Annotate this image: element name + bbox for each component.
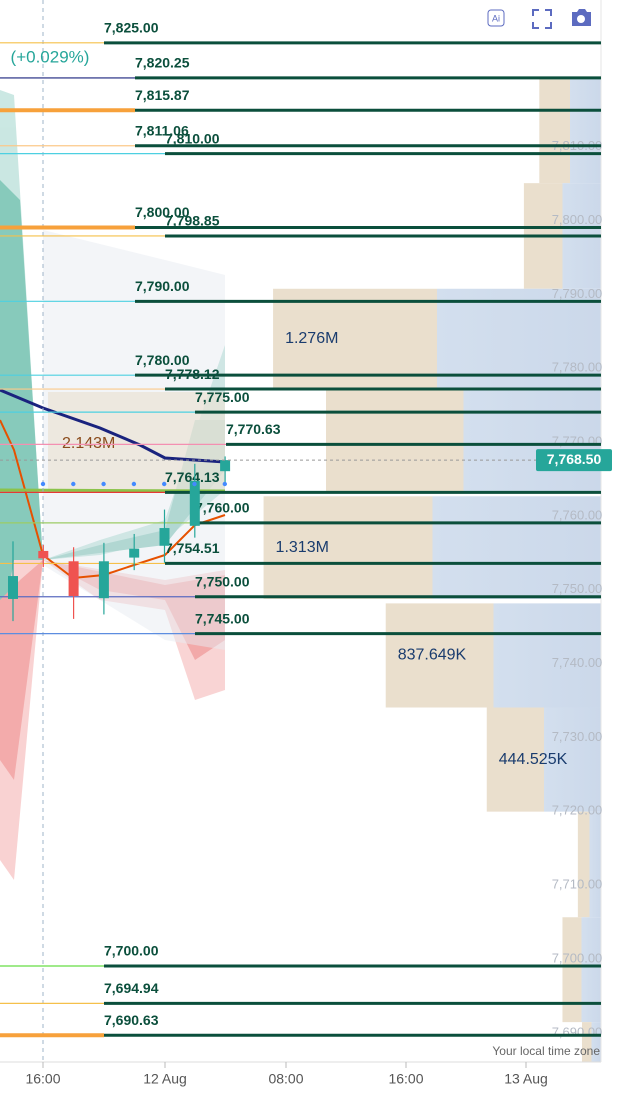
volume-bar bbox=[486, 707, 601, 812]
y-tick-label: 7,800.00 bbox=[552, 212, 603, 227]
signal-dot bbox=[40, 481, 46, 487]
last-price-tag: 7,768.50 bbox=[547, 451, 602, 467]
fullscreen-button[interactable] bbox=[532, 9, 552, 29]
level-label: 7,764.13 bbox=[165, 469, 220, 485]
volume-label: 837.649K bbox=[398, 647, 467, 664]
last-price-tag-bg bbox=[536, 449, 612, 472]
level-label: 7,775.00 bbox=[195, 389, 250, 405]
session-volume-label: 2.143M bbox=[62, 435, 115, 452]
level-label: 7,778.12 bbox=[165, 366, 220, 382]
x-tick-label: 16:00 bbox=[25, 1071, 60, 1087]
x-tick-label: 12 Aug bbox=[143, 1071, 187, 1087]
volume-label: 1.276M bbox=[285, 330, 338, 347]
y-tick-label: 7,750.00 bbox=[552, 581, 603, 596]
y-tick-label: 7,760.00 bbox=[552, 507, 603, 522]
y-tick-label: 7,770.00 bbox=[552, 433, 603, 448]
y-tick-label: 7,740.00 bbox=[552, 655, 603, 670]
volume-bar bbox=[263, 496, 601, 599]
level-label: 7,790.00 bbox=[135, 278, 190, 294]
candle-body bbox=[68, 561, 79, 596]
toolbar: Ai bbox=[487, 9, 591, 29]
volume-bar bbox=[562, 917, 601, 1023]
signal-dot bbox=[101, 481, 106, 487]
candle-body bbox=[38, 550, 49, 559]
y-tick-label: 7,700.00 bbox=[552, 950, 603, 965]
x-tick-label: 16:00 bbox=[388, 1071, 423, 1087]
y-tick-label: 7,730.00 bbox=[552, 729, 603, 744]
candle-body bbox=[189, 480, 200, 526]
level-label: 7,700.00 bbox=[104, 943, 159, 959]
candle-body bbox=[129, 548, 140, 558]
y-tick-label: 7,780.00 bbox=[552, 360, 603, 375]
level-label: 7,780.00 bbox=[135, 352, 190, 368]
y-tick-label: 7,720.00 bbox=[552, 803, 603, 818]
x-tick-label: 13 Aug bbox=[504, 1071, 548, 1087]
signal-dot bbox=[131, 481, 137, 487]
volume-bar bbox=[273, 288, 601, 389]
level-label: 7,750.00 bbox=[195, 573, 250, 589]
candle-body bbox=[8, 576, 18, 599]
candle-body bbox=[220, 460, 231, 472]
level-label: 7,694.94 bbox=[104, 980, 159, 996]
signal-dot bbox=[162, 481, 167, 487]
ai-button[interactable] bbox=[487, 9, 505, 27]
volume-bar bbox=[385, 603, 601, 708]
candle-body bbox=[98, 561, 109, 599]
ai-icon: Ai bbox=[492, 13, 500, 23]
level-label: 7,745.00 bbox=[195, 610, 250, 626]
volume-bar bbox=[539, 78, 601, 184]
volume-bar bbox=[577, 811, 601, 918]
level-label: 7,754.51 bbox=[165, 540, 220, 556]
signal-dot bbox=[71, 481, 76, 487]
volume-label: 444.525K bbox=[499, 751, 568, 768]
level-label: 7,690.63 bbox=[104, 1012, 159, 1028]
level-label: 7,760.00 bbox=[195, 500, 250, 516]
x-tick-label: 08:00 bbox=[268, 1071, 303, 1087]
y-tick-label: 7,690.00 bbox=[552, 1024, 603, 1039]
y-tick-label: 7,790.00 bbox=[552, 286, 603, 301]
signal-dot bbox=[192, 481, 197, 487]
indicator-bands bbox=[0, 90, 225, 880]
level-label: 7,798.85 bbox=[165, 213, 220, 229]
signal-dot bbox=[222, 481, 227, 487]
level-label: 7,800.00 bbox=[135, 204, 190, 220]
candle-body bbox=[159, 528, 170, 546]
volume-label: 1.313M bbox=[276, 539, 329, 556]
level-label: 7,811.06 bbox=[135, 122, 189, 138]
level-label: 7,825.00 bbox=[104, 20, 159, 36]
level-label: 7,815.87 bbox=[135, 87, 190, 103]
volume-bar bbox=[326, 388, 601, 494]
change-label: (+0.029%) bbox=[11, 47, 90, 66]
camera-lens bbox=[577, 15, 585, 23]
level-label: 7,810.00 bbox=[165, 130, 220, 146]
level-label: 7,820.25 bbox=[135, 55, 190, 71]
y-tick-label: 7,710.00 bbox=[552, 877, 603, 892]
volume-bar bbox=[581, 1022, 601, 1062]
level-label: 7,770.63 bbox=[226, 421, 281, 437]
time-zone-label: Your local time zone bbox=[492, 1044, 600, 1058]
